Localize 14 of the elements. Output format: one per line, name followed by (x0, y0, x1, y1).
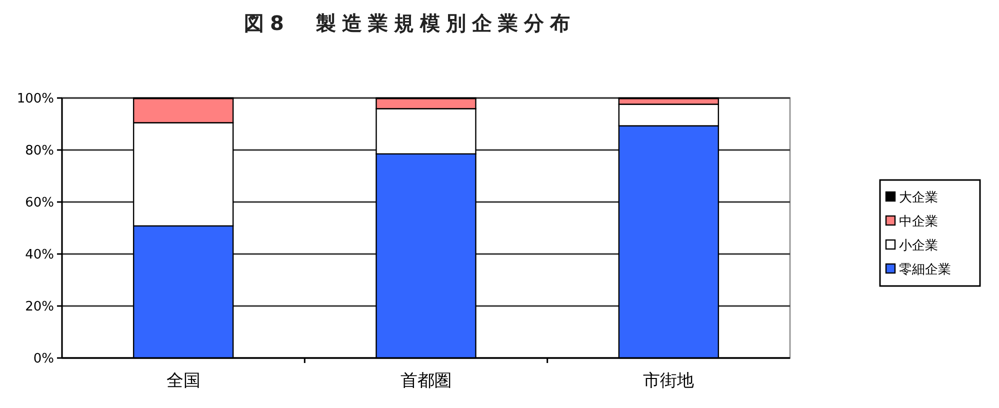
x-tick-label: 市街地 (643, 371, 694, 391)
chart-title: 図8 製造業規模別企業分布 (244, 11, 576, 35)
y-tick-label: 40% (25, 248, 54, 263)
y-tick-label: 60% (25, 196, 54, 211)
legend-label: 大企業 (899, 190, 938, 206)
legend-label: 小企業 (899, 238, 938, 254)
legend-label: 零細企業 (899, 262, 951, 278)
y-tick-label: 20% (25, 300, 54, 315)
x-tick-label: 全国 (166, 371, 200, 391)
x-tick-label: 首都圏 (400, 371, 452, 391)
y-tick-label: 100% (16, 92, 54, 107)
y-tick-label: 80% (25, 144, 54, 159)
legend-label: 中企業 (899, 214, 938, 230)
y-tick-label: 0% (33, 352, 54, 367)
